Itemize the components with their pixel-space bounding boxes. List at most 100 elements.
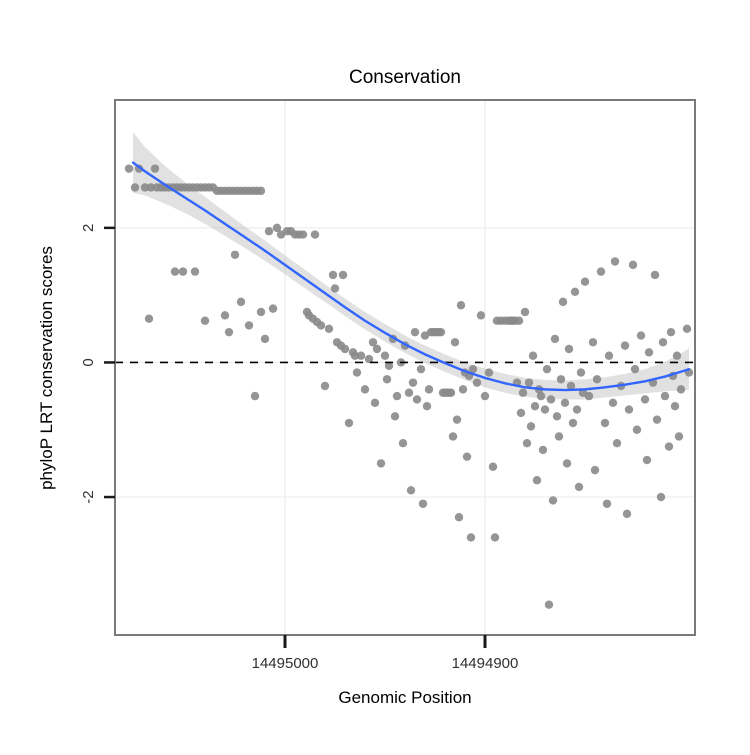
data-point <box>462 452 472 461</box>
data-point <box>452 415 462 424</box>
data-point <box>130 183 140 192</box>
data-point <box>560 398 570 408</box>
y-tick-label: 2 <box>80 224 97 232</box>
data-point <box>150 164 160 173</box>
data-point <box>548 496 558 505</box>
data-point <box>650 270 660 280</box>
data-point <box>572 405 582 414</box>
data-point <box>330 284 340 293</box>
data-point <box>448 432 458 441</box>
data-point <box>424 385 434 394</box>
data-point <box>666 327 676 337</box>
data-point <box>256 186 266 196</box>
data-point <box>542 364 552 374</box>
data-point <box>380 351 390 360</box>
data-point <box>436 327 446 337</box>
data-point <box>224 327 234 337</box>
data-point <box>514 316 524 325</box>
data-point <box>676 385 686 394</box>
data-point <box>422 401 432 411</box>
data-point <box>466 533 476 542</box>
data-point <box>602 499 612 508</box>
data-point <box>518 388 528 397</box>
data-point <box>340 344 350 354</box>
data-point <box>584 391 594 401</box>
data-point <box>480 391 490 401</box>
data-point <box>324 324 334 334</box>
data-point <box>566 381 576 391</box>
data-point <box>652 415 662 424</box>
data-point <box>524 378 534 387</box>
data-point <box>328 270 338 280</box>
data-point <box>268 304 278 313</box>
data-point <box>664 442 674 451</box>
data-point <box>588 338 598 347</box>
data-point <box>574 482 584 492</box>
smooth-trend-line <box>131 161 691 392</box>
data-point <box>522 439 532 448</box>
data-point <box>146 183 156 192</box>
panel-background <box>115 100 695 635</box>
data-point <box>350 351 360 360</box>
data-point <box>472 378 482 387</box>
data-point <box>600 418 610 428</box>
data-point <box>454 513 464 522</box>
data-point <box>418 499 428 508</box>
data-point <box>682 324 692 334</box>
data-point <box>620 341 630 350</box>
data-point <box>170 267 180 276</box>
data-point <box>528 351 538 360</box>
data-point <box>316 321 326 330</box>
data-point <box>412 395 422 404</box>
data-point <box>398 439 408 448</box>
chart-title: Conservation <box>349 67 461 88</box>
data-point <box>558 297 568 307</box>
data-point <box>408 378 418 387</box>
data-point <box>630 364 640 374</box>
data-point <box>592 375 602 384</box>
data-point <box>450 338 460 347</box>
data-point <box>220 311 230 320</box>
data-point <box>404 388 414 397</box>
data-point <box>468 364 478 374</box>
data-point <box>612 439 622 448</box>
data-point <box>256 307 266 317</box>
data-point <box>656 492 666 502</box>
data-point <box>604 351 614 360</box>
data-point <box>360 385 370 394</box>
data-point <box>610 257 620 266</box>
plot-panel: 14495000 14494900 2 0 -2 <box>80 99 696 672</box>
data-point <box>570 287 580 296</box>
data-point <box>644 348 654 357</box>
data-point <box>446 388 456 397</box>
data-point <box>384 361 394 371</box>
data-point <box>264 227 274 236</box>
data-point <box>568 418 578 428</box>
data-point <box>244 321 254 330</box>
data-point <box>140 183 150 192</box>
data-point <box>672 351 682 360</box>
data-point <box>310 230 320 239</box>
data-point <box>490 533 500 542</box>
data-point <box>376 459 386 468</box>
data-point <box>370 398 380 408</box>
data-point <box>550 334 560 344</box>
data-point <box>536 391 546 401</box>
data-point <box>564 344 574 354</box>
y-tick-label: 0 <box>80 358 97 366</box>
data-point <box>410 327 420 337</box>
data-point <box>554 432 564 441</box>
data-point <box>526 422 536 431</box>
data-point <box>540 405 550 414</box>
y-tick-label: -2 <box>80 490 97 503</box>
data-point <box>516 408 526 418</box>
data-point <box>178 267 188 276</box>
data-point <box>628 260 638 270</box>
data-point <box>298 230 308 239</box>
data-point <box>144 314 154 323</box>
data-point <box>372 344 382 354</box>
data-point <box>124 164 134 173</box>
data-point <box>562 459 572 468</box>
